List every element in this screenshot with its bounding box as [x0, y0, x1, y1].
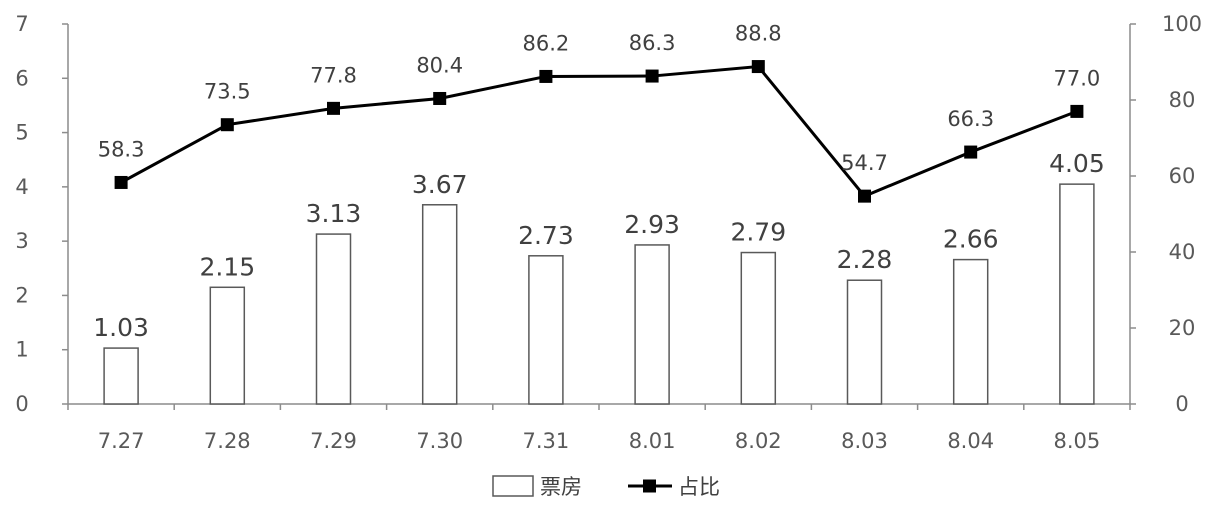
x-tick-label: 7.28 [204, 429, 251, 453]
line-marker [858, 189, 871, 203]
y-right-tick-label: 100 [1162, 12, 1202, 36]
y-right-tick-label: 40 [1169, 240, 1196, 264]
bar-value-label: 4.05 [1049, 149, 1105, 178]
bar-value-label: 3.67 [412, 170, 468, 199]
data-labels: 1.03 2.15 3.13 3.67 2.73 2.93 2.79 2.28 2.66 4.05… [93, 22, 1104, 343]
line-marker [645, 69, 659, 83]
line-value-label: 80.4 [416, 53, 463, 77]
line-marker [327, 101, 340, 115]
bar-value-label: 2.73 [518, 221, 574, 250]
legend: 票房 占比 [492, 475, 720, 499]
y-right-tick-label: 20 [1169, 316, 1196, 340]
bar [740, 251, 777, 405]
bar [846, 279, 883, 405]
y-right-tick-label: 80 [1169, 88, 1196, 112]
line-value-label: 86.3 [629, 31, 676, 55]
bar [209, 286, 246, 405]
line-value-label: 88.8 [735, 22, 782, 46]
line-value-label: 86.2 [523, 31, 570, 55]
y-left-tick-label: 7 [15, 12, 28, 36]
bar [103, 347, 139, 405]
line-marker [433, 91, 447, 105]
line-value-label: 77.8 [310, 63, 357, 87]
line-marker [114, 175, 128, 189]
line-marker [220, 118, 234, 132]
bar-value-label: 1.03 [93, 313, 149, 342]
y-left-tick-label: 6 [15, 66, 28, 90]
y-left-tick-label: 3 [15, 229, 28, 253]
y-left-tick-label: 1 [15, 338, 28, 362]
bar [421, 204, 458, 405]
y-right-tick-label: 0 [1175, 392, 1188, 416]
x-tick-label: 8.05 [1054, 429, 1101, 453]
y-left-tick-label: 0 [15, 392, 28, 416]
legend-swatch-bar [492, 475, 534, 497]
x-tick-label: 7.29 [310, 429, 357, 453]
line-value-label: 54.7 [841, 151, 888, 175]
bar [528, 255, 564, 405]
y-left-tick-label: 2 [15, 283, 28, 307]
legend-swatch-marker [643, 479, 656, 493]
bar-value-label: 2.93 [624, 210, 680, 239]
bar [1059, 183, 1095, 405]
x-tick-label: 7.27 [98, 429, 145, 453]
bar [952, 258, 989, 405]
bar-value-label: 2.66 [943, 225, 999, 254]
bar-value-label: 3.13 [306, 199, 362, 228]
bar-value-label: 2.15 [199, 252, 255, 281]
line-series [114, 60, 1084, 203]
bar-value-label: 2.28 [837, 245, 893, 274]
line-marker [539, 69, 553, 83]
x-tick-label: 8.01 [629, 429, 676, 453]
x-tick-label: 8.04 [947, 429, 994, 453]
x-tick-label: 8.03 [841, 429, 888, 453]
x-tick-label: 8.02 [735, 429, 782, 453]
axes: 0 1 2 3 4 5 6 7 0 20 40 60 80 100 7.27 7.28 7.29 7.30 7.31… [15, 12, 1202, 453]
line-value-label: 77.0 [1054, 66, 1101, 90]
line-marker [964, 145, 978, 159]
line-value-label: 66.3 [947, 107, 994, 131]
bar [315, 233, 352, 405]
x-tick-label: 7.30 [416, 429, 463, 453]
line-path [120, 64, 1078, 198]
line-marker [1070, 104, 1084, 118]
line-marker [751, 60, 765, 74]
legend-label-bar: 票房 [540, 475, 582, 499]
bar-value-label: 2.79 [730, 218, 786, 247]
y-left-tick-label: 5 [15, 121, 28, 145]
bar [634, 244, 670, 405]
x-tick-label: 7.31 [523, 429, 570, 453]
bar-series [103, 183, 1095, 405]
y-right-tick-label: 60 [1169, 164, 1196, 188]
line-value-label: 58.3 [98, 137, 145, 161]
y-left-tick-label: 4 [15, 175, 28, 199]
legend-label-line: 占比 [678, 475, 720, 499]
line-value-label: 73.5 [204, 80, 251, 104]
